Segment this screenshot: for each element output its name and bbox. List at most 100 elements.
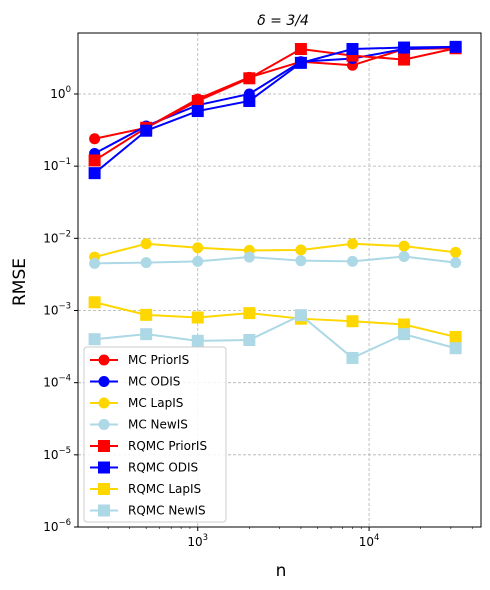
legend-swatch-marker — [98, 419, 110, 430]
legend-swatch-marker — [98, 461, 110, 474]
x-axis-label: n — [276, 561, 287, 581]
legend-label: MC NewIS — [128, 418, 188, 432]
y-tick-exponent: −6 — [58, 518, 71, 528]
y-tick-exponent: −2 — [58, 229, 71, 239]
data-point — [398, 318, 411, 331]
data-point — [88, 154, 101, 167]
legend-item: MC NewIS — [90, 418, 188, 432]
data-point — [346, 43, 359, 56]
legend-item: RQMC LapIS — [90, 482, 201, 496]
data-point — [449, 342, 462, 355]
legend-label: MC LapIS — [128, 396, 183, 410]
y-tick-exponent: −4 — [58, 374, 71, 384]
data-point — [191, 334, 204, 347]
legend-item: RQMC PriorIS — [90, 439, 207, 453]
legend-label: RQMC ODIS — [128, 461, 198, 475]
data-point — [89, 257, 101, 269]
data-point — [140, 238, 152, 250]
data-point — [140, 257, 152, 269]
data-point — [398, 328, 411, 341]
x-tick-base: 10 — [359, 535, 374, 549]
x-tick-label: 104 — [359, 533, 380, 549]
data-point — [449, 40, 462, 53]
y-tick-base: 10 — [50, 87, 65, 101]
y-tick-exponent: −5 — [58, 446, 71, 456]
series-line — [94, 242, 456, 259]
y-tick-base: 10 — [43, 448, 58, 462]
data-point — [243, 94, 256, 107]
data-point — [398, 41, 411, 54]
legend-label: MC ODIS — [128, 375, 180, 389]
data-point — [346, 315, 359, 328]
y-tick-label: 10−1 — [43, 157, 71, 173]
series-line — [93, 45, 456, 174]
series-mc-lapis — [89, 238, 462, 263]
legend-box — [83, 346, 227, 523]
series-line — [94, 314, 456, 360]
data-point — [295, 244, 307, 256]
data-point — [450, 246, 462, 258]
data-point — [140, 124, 153, 137]
series-line — [94, 47, 456, 162]
data-point — [191, 311, 204, 324]
data-point — [191, 105, 204, 118]
series-rqmc-odis — [88, 40, 462, 180]
legend-item: MC PriorIS — [90, 353, 189, 367]
x-tick-base: 10 — [187, 535, 202, 549]
data-point — [294, 309, 307, 322]
legend-swatch-marker — [98, 483, 110, 495]
data-point — [449, 330, 462, 343]
series-rqmc-newis — [88, 309, 462, 364]
data-point — [243, 72, 256, 85]
series-layer — [88, 40, 462, 364]
data-point — [243, 334, 256, 347]
data-point — [450, 257, 462, 269]
data-point — [398, 250, 410, 262]
data-point — [192, 255, 204, 267]
series-line — [94, 255, 456, 265]
y-tick-exponent: 0 — [66, 85, 71, 95]
legend-label: RQMC NewIS — [128, 504, 206, 518]
legend-swatch-marker — [98, 354, 110, 366]
x-axis-ticks: 103 104 — [107, 527, 473, 549]
data-point — [295, 255, 307, 267]
legend-item: MC LapIS — [90, 396, 183, 410]
legend-label: MC PriorIS — [128, 353, 189, 367]
x-tick-exponent: 4 — [374, 533, 379, 543]
legend-label: RQMC LapIS — [128, 482, 201, 496]
legend-swatch-marker — [98, 504, 110, 517]
legend: MC PriorIS MC ODIS MC LapIS MC NewIS RQMC Pr… — [83, 346, 227, 523]
data-point — [88, 167, 101, 180]
legend-swatch-marker — [98, 397, 110, 409]
data-point — [243, 251, 255, 263]
y-axis-label: RMSE — [10, 258, 30, 306]
y-tick-base: 10 — [43, 376, 58, 390]
data-point — [294, 56, 307, 69]
data-point — [88, 333, 101, 346]
legend-swatch-marker — [98, 376, 110, 387]
data-point — [398, 53, 411, 66]
data-point — [294, 43, 307, 56]
legend-swatch-marker — [98, 440, 110, 452]
legend-item: MC ODIS — [90, 375, 180, 389]
data-point — [398, 240, 410, 252]
y-tick-base: 10 — [43, 520, 58, 534]
data-point — [346, 255, 358, 267]
x-tick-label: 103 — [187, 533, 208, 549]
y-tick-exponent: −1 — [58, 157, 71, 167]
x-tick-exponent: 3 — [203, 533, 208, 543]
data-point — [140, 308, 153, 321]
y-tick-label: 100 — [50, 85, 71, 101]
data-point — [346, 351, 359, 364]
chart-title: δ = 3/4 — [257, 13, 309, 29]
data-point — [89, 133, 101, 145]
legend-item: RQMC NewIS — [90, 504, 206, 518]
data-point — [243, 307, 256, 320]
data-point — [346, 238, 358, 250]
y-tick-base: 10 — [43, 303, 58, 317]
legend-label: RQMC PriorIS — [128, 439, 207, 453]
y-tick-label: 10−2 — [43, 229, 71, 245]
series-mc-newis — [89, 250, 462, 269]
